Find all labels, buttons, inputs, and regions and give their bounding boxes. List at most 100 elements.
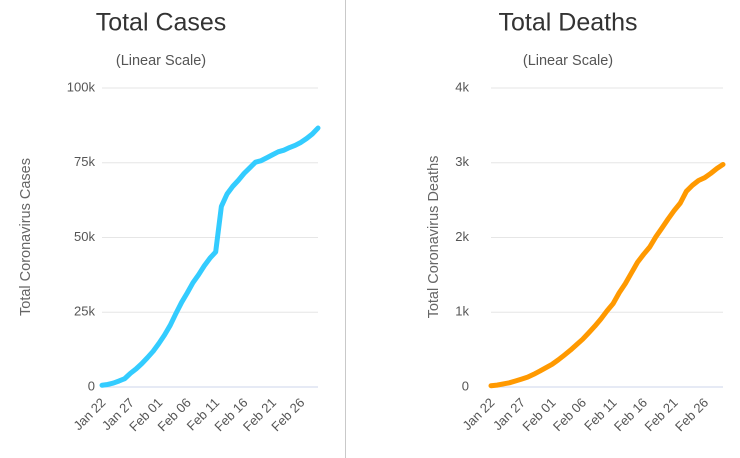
cases-data-point (259, 158, 264, 163)
deaths-y-tick-label: 0 (462, 378, 469, 393)
deaths-x-tick-label: Jan 22 (459, 395, 497, 433)
cases-data-point (225, 192, 230, 197)
cases-chart-title: Total Cases (96, 9, 227, 37)
deaths-chart-subtitle: (Linear Scale) (523, 53, 613, 69)
deaths-data-point (513, 379, 518, 384)
deaths-x-tick-label: Feb 26 (672, 395, 711, 434)
deaths-data-point (721, 162, 726, 167)
deaths-series-line (488, 161, 726, 389)
deaths-data-point (629, 270, 634, 275)
deaths-data-point (696, 178, 701, 183)
deaths-data-point (659, 226, 664, 231)
deaths-data-point (501, 381, 506, 386)
cases-y-axis-label: Total Coronavirus Cases (18, 158, 34, 316)
cases-data-point (122, 376, 127, 381)
cases-data-point (281, 148, 286, 153)
deaths-y-tick-label: 3k (455, 154, 469, 169)
cases-data-point (236, 178, 241, 183)
panel-divider (345, 0, 346, 458)
deaths-y-tick-label: 4k (455, 79, 469, 94)
cases-data-point (276, 149, 281, 154)
deaths-data-point (489, 383, 494, 388)
deaths-data-point (519, 377, 524, 382)
deaths-y-tick-label: 2k (455, 229, 469, 244)
deaths-data-point (672, 208, 677, 213)
cases-data-point (173, 311, 178, 316)
deaths-data-point (702, 175, 707, 180)
deaths-data-point (690, 183, 695, 188)
cases-data-point (117, 378, 122, 383)
cases-data-point (247, 165, 252, 170)
cases-y-tick-label: 25k (74, 304, 95, 319)
cases-data-point (208, 256, 213, 261)
cases-data-point (168, 323, 173, 328)
cases-data-point (190, 280, 195, 285)
deaths-data-point (574, 342, 579, 347)
deaths-data-point (598, 316, 603, 321)
deaths-x-tick-label: Feb 06 (550, 395, 589, 434)
cases-data-point (162, 333, 167, 338)
deaths-data-point (568, 348, 573, 353)
cases-data-point (316, 126, 321, 131)
deaths-data-point (684, 189, 689, 194)
deaths-data-point (611, 301, 616, 306)
cases-y-tick-label: 100k (67, 79, 96, 94)
deaths-data-point (525, 375, 530, 380)
deaths-data-point (556, 357, 561, 362)
cases-y-tick-label: 75k (74, 154, 95, 169)
cases-y-tick-label: 50k (74, 229, 95, 244)
deaths-chart-title: Total Deaths (499, 9, 638, 37)
cases-data-point (100, 383, 105, 388)
cases-data-point (156, 341, 161, 346)
deaths-data-point (605, 308, 610, 313)
deaths-data-point (543, 365, 548, 370)
cases-data-point (298, 140, 303, 145)
deaths-x-tick-label: Feb 01 (519, 395, 558, 434)
deaths-data-point (580, 337, 585, 342)
deaths-data-point (507, 380, 512, 385)
cases-data-point (270, 152, 275, 157)
deaths-data-point (678, 201, 683, 206)
cases-data-point (185, 290, 190, 295)
deaths-data-point (550, 362, 555, 367)
cases-data-point (242, 171, 247, 176)
deaths-data-point (617, 290, 622, 295)
cases-y-tick-label: 0 (88, 378, 95, 393)
cases-data-point (134, 366, 139, 371)
cases-data-point (310, 132, 315, 137)
deaths-data-point (635, 260, 640, 265)
cases-data-point (202, 263, 207, 268)
deaths-data-point (562, 353, 567, 358)
cases-data-point (111, 381, 116, 386)
cases-data-point (179, 300, 184, 305)
deaths-y-axis-label: Total Coronavirus Deaths (426, 156, 442, 319)
deaths-data-point (586, 330, 591, 335)
deaths-x-tick-label: Feb 21 (641, 395, 680, 434)
cases-data-point (128, 371, 133, 376)
cases-data-point (287, 145, 292, 150)
deaths-data-point (647, 244, 652, 249)
cases-data-point (304, 136, 309, 141)
cases-series-line (99, 125, 321, 388)
deaths-data-point (714, 166, 719, 171)
deaths-data-point (495, 383, 500, 388)
cases-data-point (230, 184, 235, 189)
deaths-y-tick-label: 1k (455, 304, 469, 319)
cases-data-point (196, 272, 201, 277)
deaths-data-point (592, 324, 597, 329)
deaths-data-point (623, 281, 628, 286)
cases-data-point (145, 355, 150, 360)
cases-data-point (219, 204, 224, 209)
cases-data-point (213, 249, 218, 254)
cases-data-point (264, 155, 269, 160)
deaths-data-point (653, 234, 658, 239)
cases-data-point (139, 361, 144, 366)
deaths-data-point (666, 217, 671, 222)
deaths-data-point (537, 369, 542, 374)
cases-data-point (105, 382, 110, 387)
cases-data-point (293, 143, 298, 148)
cases-data-point (151, 349, 156, 354)
cases-data-point (253, 160, 258, 165)
deaths-data-point (708, 171, 713, 176)
